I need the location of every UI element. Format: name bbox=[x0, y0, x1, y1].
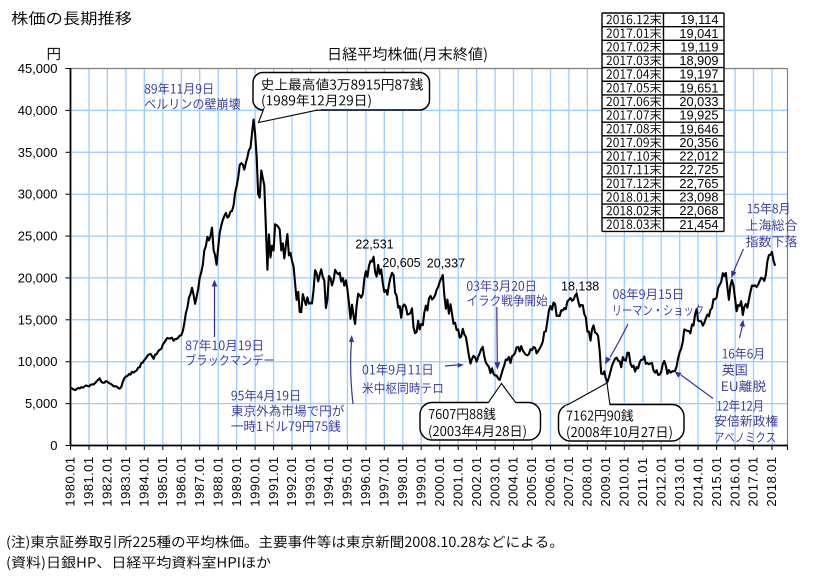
svg-text:1996.01: 1996.01 bbox=[358, 456, 373, 506]
svg-text:35,000: 35,000 bbox=[18, 145, 58, 160]
svg-text:2005.01: 2005.01 bbox=[524, 456, 539, 506]
svg-text:1980.01: 1980.01 bbox=[63, 456, 78, 506]
svg-text:2009.01: 2009.01 bbox=[598, 456, 613, 506]
svg-text:22,765: 22,765 bbox=[679, 176, 718, 191]
svg-text:1990.01: 1990.01 bbox=[247, 456, 262, 506]
svg-text:2018.01: 2018.01 bbox=[764, 456, 779, 506]
svg-text:2004.01: 2004.01 bbox=[506, 456, 521, 506]
svg-text:2011.01: 2011.01 bbox=[635, 457, 650, 506]
svg-text:2014.01: 2014.01 bbox=[690, 456, 705, 506]
svg-text:22,531: 22,531 bbox=[355, 238, 393, 252]
svg-text:18,138: 18,138 bbox=[561, 280, 599, 294]
svg-text:1985.01: 1985.01 bbox=[155, 456, 170, 506]
svg-text:15,000: 15,000 bbox=[18, 312, 58, 327]
svg-text:20,337: 20,337 bbox=[427, 257, 465, 271]
svg-text:22,068: 22,068 bbox=[679, 203, 718, 218]
svg-text:1983.01: 1983.01 bbox=[118, 456, 133, 506]
svg-text:1989.01: 1989.01 bbox=[229, 456, 244, 506]
svg-text:2016.01: 2016.01 bbox=[727, 456, 742, 506]
svg-text:19,925: 19,925 bbox=[679, 108, 718, 123]
svg-text:2003.01: 2003.01 bbox=[487, 456, 502, 506]
svg-text:2008.01: 2008.01 bbox=[580, 456, 595, 506]
svg-text:1987.01: 1987.01 bbox=[192, 456, 207, 506]
svg-text:10,000: 10,000 bbox=[18, 354, 58, 369]
svg-text:5,000: 5,000 bbox=[25, 396, 58, 411]
svg-text:1991.01: 1991.01 bbox=[266, 456, 281, 506]
svg-text:1993.01: 1993.01 bbox=[303, 456, 318, 506]
svg-text:19,197: 19,197 bbox=[679, 67, 718, 82]
svg-text:2017.01: 2017.01 bbox=[746, 456, 761, 506]
svg-text:1998.01: 1998.01 bbox=[395, 456, 410, 506]
svg-text:45,000: 45,000 bbox=[18, 61, 58, 76]
svg-text:1986.01: 1986.01 bbox=[174, 456, 189, 506]
svg-text:19,646: 19,646 bbox=[679, 121, 718, 136]
svg-text:23,098: 23,098 bbox=[679, 190, 718, 205]
svg-text:2007.01: 2007.01 bbox=[561, 456, 576, 506]
svg-text:19,119: 19,119 bbox=[680, 39, 718, 54]
svg-text:20,605: 20,605 bbox=[382, 256, 420, 270]
svg-text:2015.01: 2015.01 bbox=[709, 456, 724, 506]
svg-text:2013.01: 2013.01 bbox=[672, 456, 687, 506]
svg-text:1994.01: 1994.01 bbox=[321, 456, 336, 506]
svg-text:0: 0 bbox=[50, 438, 57, 453]
svg-text:20,356: 20,356 bbox=[679, 135, 718, 150]
svg-text:25,000: 25,000 bbox=[18, 229, 58, 244]
svg-text:1999.01: 1999.01 bbox=[413, 456, 428, 506]
svg-text:2001.01: 2001.01 bbox=[450, 456, 465, 506]
svg-text:1984.01: 1984.01 bbox=[137, 456, 152, 506]
svg-text:19,114: 19,114 bbox=[680, 12, 718, 27]
svg-text:40,000: 40,000 bbox=[18, 103, 58, 118]
svg-text:30,000: 30,000 bbox=[18, 187, 58, 202]
svg-text:1997.01: 1997.01 bbox=[377, 456, 392, 506]
svg-text:21,454: 21,454 bbox=[679, 217, 718, 232]
svg-text:1981.01: 1981.01 bbox=[81, 456, 96, 506]
svg-text:2010.01: 2010.01 bbox=[617, 456, 632, 506]
svg-text:2002.01: 2002.01 bbox=[469, 456, 484, 506]
svg-text:19,651: 19,651 bbox=[679, 80, 718, 95]
svg-text:18,909: 18,909 bbox=[679, 53, 718, 68]
svg-text:2012.01: 2012.01 bbox=[653, 456, 668, 506]
svg-text:1988.01: 1988.01 bbox=[210, 456, 225, 506]
svg-text:20,033: 20,033 bbox=[679, 94, 718, 109]
svg-text:2000.01: 2000.01 bbox=[432, 456, 447, 506]
svg-text:1995.01: 1995.01 bbox=[340, 456, 355, 506]
svg-text:2006.01: 2006.01 bbox=[543, 456, 558, 506]
svg-text:22,725: 22,725 bbox=[679, 162, 718, 177]
svg-text:19,041: 19,041 bbox=[679, 26, 718, 41]
svg-text:1992.01: 1992.01 bbox=[284, 456, 299, 506]
svg-text:20,000: 20,000 bbox=[18, 270, 58, 285]
svg-text:1982.01: 1982.01 bbox=[100, 456, 115, 506]
svg-text:22,012: 22,012 bbox=[679, 149, 718, 164]
